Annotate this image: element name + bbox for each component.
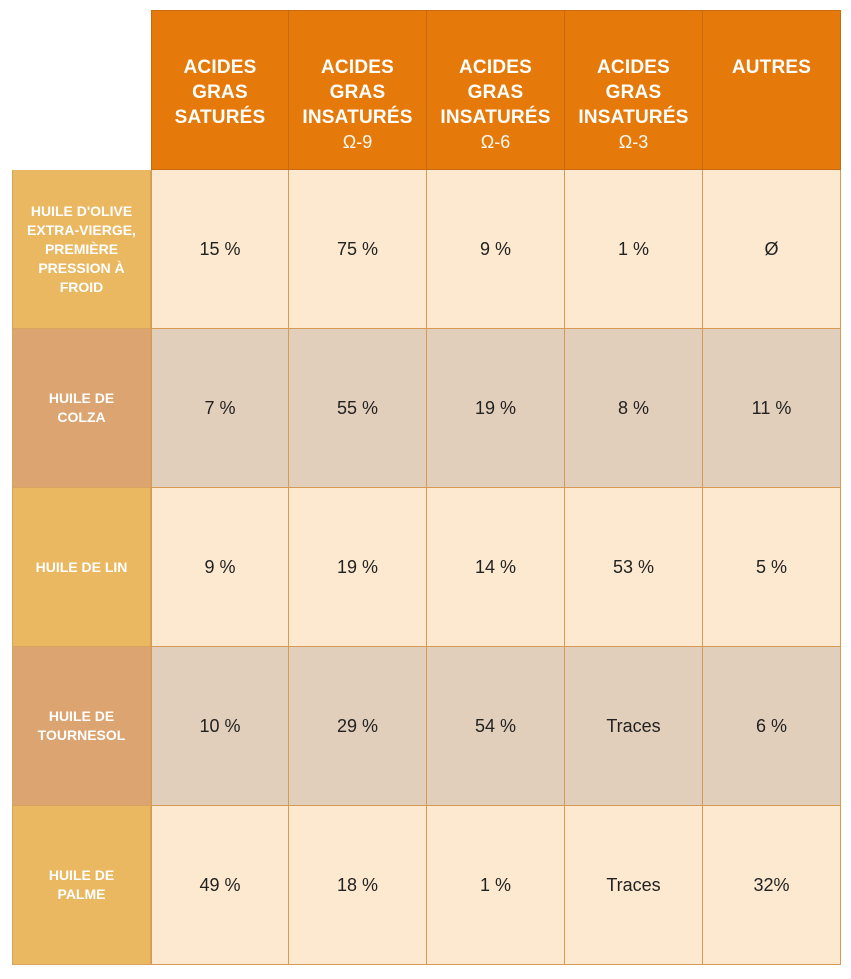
column-header-line: GRAS [467,82,524,103]
column-header-line: AUTRES [731,57,812,78]
row-header-colza-oil: HUILE DE COLZA [12,329,151,488]
column-header-line: INSATURÉS [302,107,413,128]
row-header-palm-oil: HUILE DE PALME [12,806,151,965]
column-header-line: ACIDES [183,57,257,78]
column-header-line: GRAS [605,82,662,103]
table-cell: 8 % [565,329,703,488]
table-cell: Ø [703,170,841,329]
table-cell: Traces [565,647,703,806]
row-header-line: PALME [57,886,106,902]
table-cell: 19 % [289,488,427,647]
table-cell: 1 % [427,806,565,965]
column-header-line: INSATURÉS [578,107,689,128]
table-cell: 32% [703,806,841,965]
table-cell: 19 % [427,329,565,488]
table-cell: 15 % [151,170,289,329]
column-header-line: ACIDES [459,57,532,78]
row-header-olive-oil: HUILE D'OLIVE EXTRA-VIERGE, PREMIÈRE PRE… [12,170,151,329]
table-cell: 1 % [565,170,703,329]
table-cell: 18 % [289,806,427,965]
row-header-line: HUILE DE LIN [35,558,128,575]
row-header-sunflower-oil: HUILE DE TOURNESOL [12,647,151,806]
column-header-saturated: ACIDES GRAS SATURÉS [151,10,289,170]
column-header-line: INSATURÉS [440,107,551,128]
row-header-line: EXTRA-VIERGE, [27,221,136,238]
table-cell: 54 % [427,647,565,806]
column-header-omega-9: ACIDES GRAS INSATURÉS Ω-9 [289,10,427,170]
column-header-line: GRAS [329,82,386,103]
table-corner [12,10,151,170]
fatty-acids-table: ACIDES GRAS SATURÉS ACIDES GRAS INSATURÉ… [12,10,841,965]
table-cell: 55 % [289,329,427,488]
table-cell: 75 % [289,170,427,329]
row-header-line: TOURNESOL [37,727,126,743]
row-header-linseed-oil: HUILE DE LIN [12,488,151,647]
row-header-line: HUILE DE [48,390,115,406]
table-cell: 29 % [289,647,427,806]
column-header-line: SATURÉS [174,107,266,128]
column-header-omega-label: Ω-3 [618,132,649,152]
table-cell: 9 % [151,488,289,647]
table-cell: 7 % [151,329,289,488]
table-cell: 10 % [151,647,289,806]
table-cell: 49 % [151,806,289,965]
row-header-line: PRESSION À [38,259,125,276]
table-cell: 53 % [565,488,703,647]
table-cell: 14 % [427,488,565,647]
column-header-omega-label: Ω-6 [480,132,511,152]
row-header-line: FROID [59,278,104,295]
row-header-line: COLZA [57,409,106,425]
table-cell: 6 % [703,647,841,806]
column-header-omega-3: ACIDES GRAS INSATURÉS Ω-3 [565,10,703,170]
table-cell: 9 % [427,170,565,329]
table-cell: 5 % [703,488,841,647]
column-header-line: GRAS [192,82,248,103]
row-header-line: HUILE DE [48,867,115,883]
row-header-line: PREMIÈRE [44,240,119,257]
column-header-others: AUTRES [703,10,841,170]
row-header-line: HUILE DE [48,708,115,724]
column-header-omega-6: ACIDES GRAS INSATURÉS Ω-6 [427,10,565,170]
table-cell: 11 % [703,329,841,488]
column-header-line: ACIDES [321,57,394,78]
table-cell: Traces [565,806,703,965]
row-header-line: HUILE D'OLIVE [30,202,133,219]
column-header-omega-label: Ω-9 [342,132,373,152]
column-header-line: ACIDES [597,57,670,78]
